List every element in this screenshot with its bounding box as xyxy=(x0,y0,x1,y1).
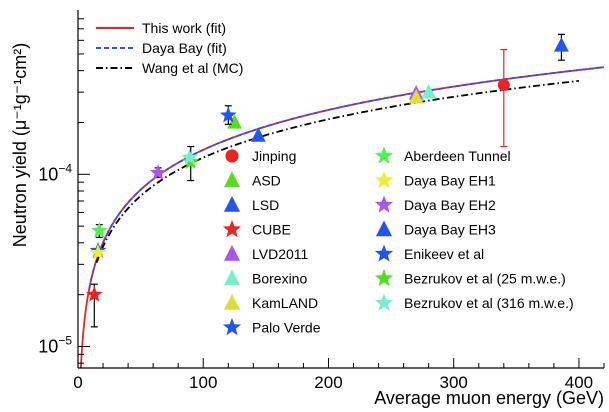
data-point-8-0 xyxy=(90,221,108,238)
data-point-0-0 xyxy=(497,78,510,92)
legend: This work (fit) Daya Bay (fit) Wang et al … xyxy=(96,20,574,336)
legend-label-13: Bezrukov et al (25 m.w.e.) xyxy=(404,271,566,287)
legend-marker-14 xyxy=(374,293,394,311)
legend-curve-label-2: Wang et al (MC) xyxy=(142,60,243,76)
legend-marker-4 xyxy=(223,245,241,261)
y-tick-label-base-1: 10 xyxy=(38,164,58,184)
legend-marker-6 xyxy=(223,294,241,310)
legend-marker-5 xyxy=(223,269,241,286)
x-axis-label: Average muon energy (GeV) xyxy=(374,388,604,408)
curve-1 xyxy=(88,66,604,289)
x-tick-label-200: 200 xyxy=(314,373,342,392)
data-point-6-0 xyxy=(408,89,424,104)
y-axis-label: Neutron yield (μ⁻¹g⁻¹cm²) xyxy=(10,43,30,247)
legend-label-11: Daya Bay EH3 xyxy=(404,222,496,238)
plot-area xyxy=(79,33,604,368)
legend-label-2: LSD xyxy=(252,197,279,213)
legend-label-0: Jinping xyxy=(252,148,296,164)
legend-label-10: Daya Bay EH2 xyxy=(404,197,496,213)
legend-marker-11 xyxy=(375,220,393,237)
data-point-11-0 xyxy=(553,37,569,52)
legend-marker-8 xyxy=(374,146,394,164)
legend-label-4: LVD2011 xyxy=(252,246,309,262)
x-tick-label-0: 0 xyxy=(73,373,82,392)
legend-marker-2 xyxy=(223,196,241,212)
curve-2 xyxy=(95,79,580,263)
legend-marker-3 xyxy=(222,219,242,238)
legend-label-3: CUBE xyxy=(252,222,291,238)
legend-label-6: KamLAND xyxy=(252,295,318,311)
x-tick-label-400: 400 xyxy=(565,373,593,392)
legend-label-12: Enikeev et al xyxy=(404,246,484,262)
legend-marker-0 xyxy=(225,149,239,163)
legend-curve-label-0: This work (fit) xyxy=(142,20,226,36)
x-tick-label-100: 100 xyxy=(189,373,217,392)
legend-marker-9 xyxy=(374,170,394,189)
data-point-1-0 xyxy=(227,114,242,129)
y-tick-label-1: 10−4 xyxy=(38,161,72,184)
legend-label-9: Daya Bay EH1 xyxy=(404,173,496,189)
y-tick-label-exp-1: −4 xyxy=(58,161,72,175)
legend-label-7: Palo Verde xyxy=(252,320,321,336)
data-point-10-0 xyxy=(149,164,167,180)
y-tick-label-exp-0: −5 xyxy=(58,333,72,347)
legend-label-5: Borexino xyxy=(252,271,307,287)
y-tick-label-base-0: 10 xyxy=(38,336,58,356)
data-point-12-0 xyxy=(219,106,237,123)
legend-label-14: Bezrukov et al (316 m.w.e.) xyxy=(404,295,574,311)
legend-marker-10 xyxy=(374,195,394,213)
legend-marker-7 xyxy=(222,317,242,336)
y-tick-label-0: 10−5 xyxy=(38,333,72,356)
legend-label-1: ASD xyxy=(252,173,281,189)
legend-curve-label-1: Daya Bay (fit) xyxy=(142,40,227,56)
legend-marker-1 xyxy=(223,171,241,188)
data-point-9-0 xyxy=(89,244,107,260)
x-tick-label-300: 300 xyxy=(440,373,468,392)
legend-label-8: Aberdeen Tunnel xyxy=(404,148,511,164)
legend-marker-13 xyxy=(374,268,394,287)
data-point-3-0 xyxy=(85,285,103,302)
data-point-14-0 xyxy=(181,148,198,165)
legend-marker-12 xyxy=(374,244,394,262)
data-point-2-0 xyxy=(250,127,266,142)
data-point-5-0 xyxy=(421,83,437,99)
